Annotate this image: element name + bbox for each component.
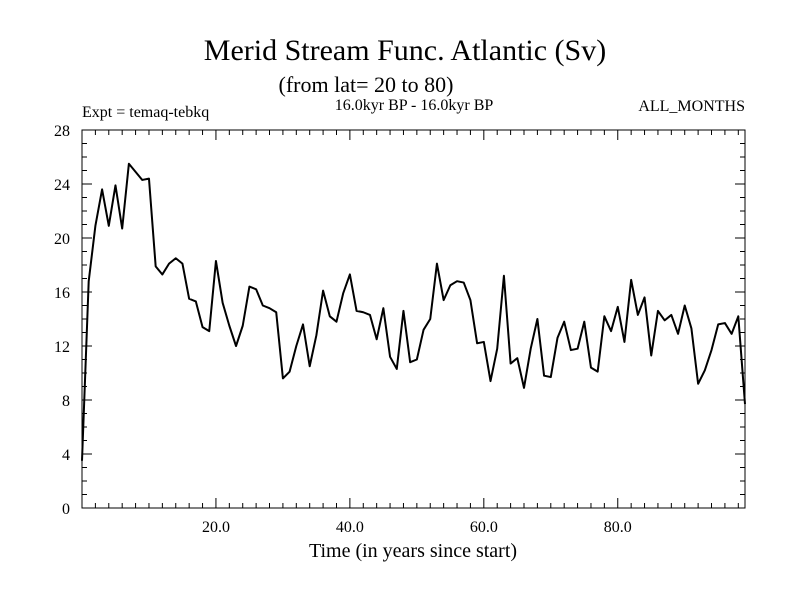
y-tick-label: 12 — [54, 339, 70, 356]
chart-title: Merid Stream Func. Atlantic (Sv) — [204, 34, 606, 67]
axes: 20.0 40.0 60.0 80.0 0 4 8 12 16 20 24 28 — [54, 123, 745, 536]
x-tick-label: 60.0 — [470, 519, 498, 536]
y-tick-label: 8 — [62, 393, 70, 410]
x-tick-label: 40.0 — [336, 519, 364, 536]
y-tick-label: 24 — [54, 177, 70, 194]
chart-subtitle: (from lat= 20 to 80) — [279, 72, 454, 97]
y-tick-label: 0 — [62, 501, 70, 518]
y-tick-label: 28 — [54, 123, 70, 140]
x-tick-label: 20.0 — [202, 519, 230, 536]
period-label: 16.0kyr BP - 16.0kyr BP — [335, 97, 494, 114]
x-tick-label: 80.0 — [604, 519, 632, 536]
plot-frame — [81, 129, 746, 509]
x-axis-label: Time (in years since start) — [309, 540, 517, 562]
y-tick-label: 16 — [54, 285, 70, 302]
months-label: ALL_MONTHS — [638, 98, 745, 115]
series-line — [81, 162, 746, 461]
series-layer — [81, 162, 746, 461]
experiment-label: Expt = temaq-tebkq — [82, 104, 209, 121]
y-tick-label: 20 — [54, 231, 70, 248]
y-tick-label: 4 — [62, 447, 70, 464]
